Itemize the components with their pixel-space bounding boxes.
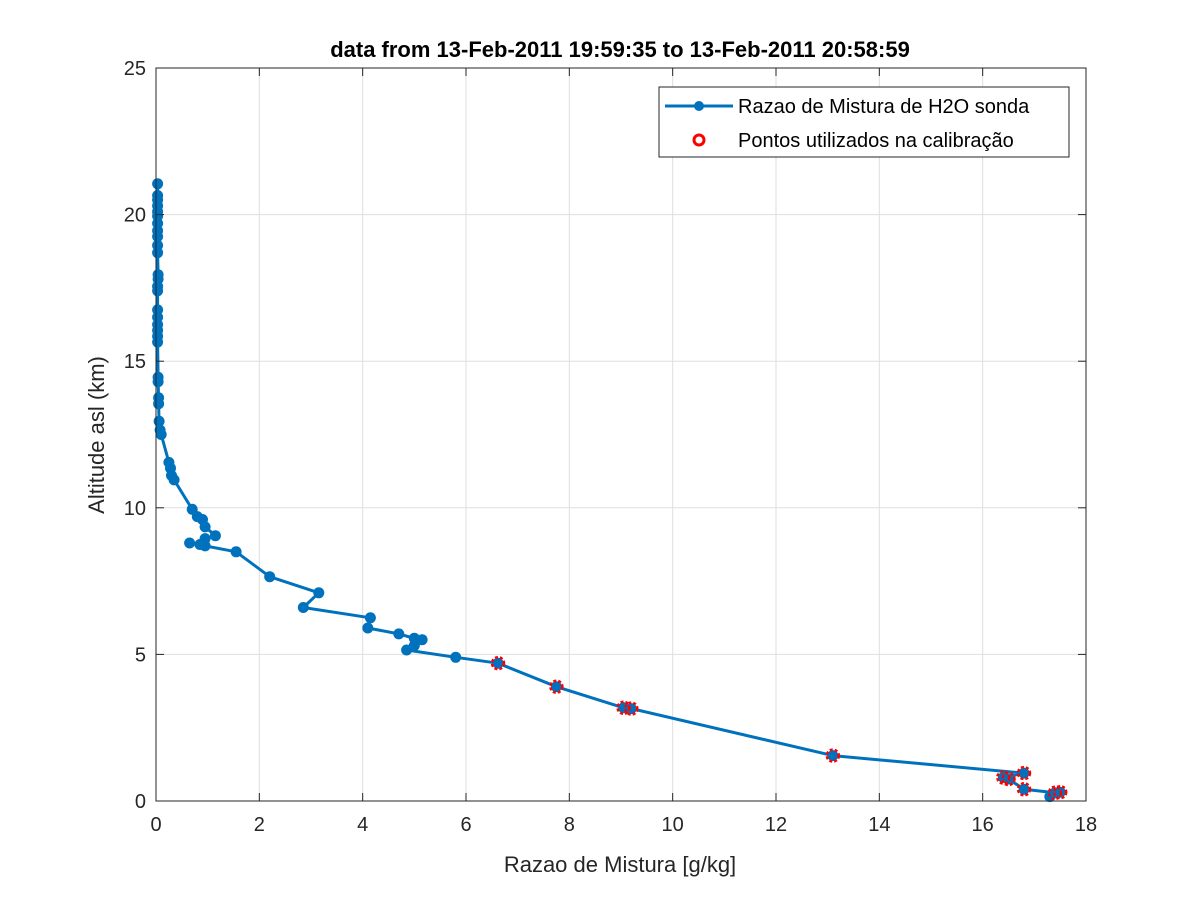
y-tick-label: 25 [124, 58, 146, 80]
data-point-calibration [549, 679, 564, 694]
data-point-sonda [163, 456, 175, 468]
axes-box [155, 67, 1087, 802]
x-tick-label: 10 [662, 814, 684, 836]
data-point-sonda [154, 424, 166, 436]
x-tick-label: 18 [1075, 814, 1097, 836]
data-point-calibration [624, 701, 639, 716]
y-axis-label: Altitude asl (km) [84, 356, 109, 514]
data-point-sonda [152, 269, 164, 281]
y-tick-label: 20 [124, 205, 146, 227]
data-point-sonda [313, 587, 325, 599]
legend-marker-filled [694, 101, 704, 111]
data-point-sonda [230, 546, 242, 558]
y-tick-label: 5 [135, 644, 146, 666]
data-point-sonda [209, 530, 221, 542]
data-point-sonda [450, 651, 462, 663]
legend-box [658, 86, 1070, 158]
tick-marks [155, 67, 1087, 802]
x-tick-label: 12 [765, 814, 787, 836]
data-point-sonda [152, 304, 164, 316]
x-tick-label: 8 [564, 814, 575, 836]
data-point-sonda [362, 622, 374, 634]
data-point-calibration [1052, 784, 1068, 800]
data-point-sonda [152, 178, 164, 190]
data-point-sonda [492, 657, 504, 669]
x-tick-label: 14 [868, 814, 890, 836]
y-tick-label: 15 [124, 351, 146, 373]
x-axis-label: Razao de Mistura [g/kg] [504, 852, 736, 877]
data-point-sonda [550, 681, 562, 693]
data-point-sonda [152, 371, 164, 383]
data-point-sonda [408, 632, 420, 644]
legend-entry-sonda: Razao de Mistura de H2O sonda [738, 96, 1030, 118]
data-point-sonda [1018, 783, 1030, 795]
legend: Razao de Mistura de H2O sonda Pontos uti… [658, 86, 1070, 158]
x-tick-label: 4 [357, 814, 368, 836]
data-point-calibration [825, 748, 841, 763]
data-point-sonda [264, 571, 276, 583]
data-point-sonda [152, 239, 164, 251]
x-tick-label: 6 [460, 814, 471, 836]
data-point-sonda [184, 537, 196, 549]
data-point-calibration [490, 655, 506, 671]
x-tick-label: 2 [254, 814, 265, 836]
series-layer [152, 178, 1068, 803]
data-point-sonda [152, 190, 164, 201]
data-point-calibration [996, 770, 1011, 785]
data-point-sonda [186, 503, 198, 515]
x-tick-label: 16 [972, 814, 994, 836]
y-tick-labels: 0 5 10 15 20 25 [124, 58, 146, 813]
x-tick-labels: 0 2 4 6 8 10 12 14 16 18 [150, 814, 1097, 836]
y-tick-label: 10 [124, 498, 146, 520]
plot-area [156, 68, 1086, 801]
data-point-sonda [153, 415, 165, 427]
data-point-sonda [393, 628, 405, 640]
data-point-sonda [1018, 767, 1030, 779]
data-point-sonda [827, 750, 839, 762]
data-point-sonda [297, 602, 309, 613]
data-point-sonda [364, 612, 376, 624]
data-point-calibration [1047, 785, 1063, 801]
data-point-calibration [616, 700, 631, 716]
data-point-calibration [1016, 782, 1032, 797]
x-tick-label: 0 [150, 814, 161, 836]
data-point-sonda [153, 392, 165, 404]
legend-marker-open-circle [692, 133, 706, 147]
legend-entry-calibration: Pontos utilizados na calibração [738, 130, 1014, 152]
y-tick-label: 0 [135, 791, 146, 813]
data-point-sonda [199, 533, 211, 545]
data-point-calibration [1016, 765, 1032, 781]
chart-title: data from 13-Feb-2011 19:59:35 to 13-Feb… [330, 37, 910, 62]
